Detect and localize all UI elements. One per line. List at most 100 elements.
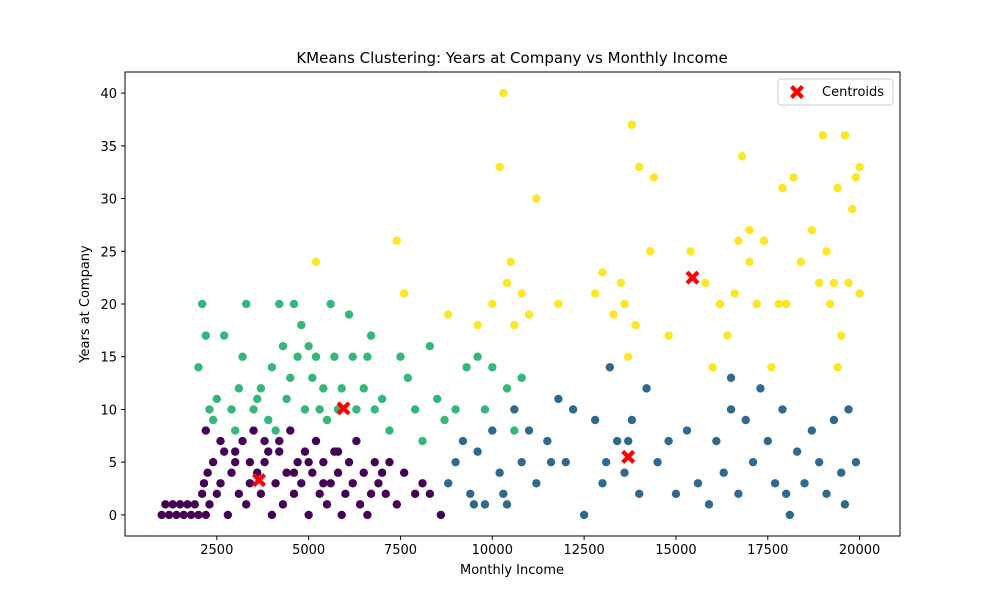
data-point-cluster-2 [480,405,490,414]
data-point-cluster-2 [197,299,207,309]
data-point-cluster-0 [308,468,317,477]
y-axis: 0 5 10 15 20 25 30 35 40 [100,87,125,524]
data-point-cluster-1 [532,479,541,488]
data-point-cluster-1 [778,405,787,414]
data-point-cluster-0 [164,510,174,520]
data-point-cluster-0 [168,500,177,509]
data-point-cluster-0 [264,447,273,456]
x-tick-label: 17500 [747,543,788,558]
data-point-cluster-1 [488,426,497,435]
data-point-cluster-3 [598,268,607,277]
data-point-cluster-0 [216,479,225,488]
data-point-cluster-3 [517,289,526,298]
data-point-cluster-0 [304,457,313,467]
data-point-cluster-0 [249,426,258,435]
data-point-cluster-0 [208,457,218,467]
data-point-cluster-2 [253,394,262,404]
data-point-cluster-3 [848,204,857,214]
data-point-cluster-3 [752,299,761,309]
data-point-cluster-3 [646,247,655,256]
data-point-cluster-1 [480,500,490,509]
data-point-cluster-0 [197,489,207,499]
data-point-cluster-2 [230,426,240,435]
data-point-cluster-0 [227,468,236,477]
data-point-cluster-0 [194,510,203,520]
data-point-cluster-0 [425,489,435,499]
data-point-cluster-1 [568,405,578,414]
data-point-cluster-1 [704,500,714,509]
data-point-cluster-0 [289,468,299,477]
data-point-cluster-2 [517,373,526,383]
data-point-cluster-0 [385,457,394,467]
data-point-cluster-1 [598,479,607,488]
data-point-cluster-1 [664,436,673,446]
data-point-cluster-0 [377,468,387,477]
data-point-cluster-2 [451,405,460,414]
data-point-cluster-0 [275,447,284,456]
data-point-cluster-2 [462,363,471,372]
data-point-cluster-1 [682,426,692,435]
data-point-cluster-3 [502,278,512,288]
data-point-cluster-1 [561,457,570,467]
data-point-cluster-2 [201,331,211,340]
data-point-cluster-2 [359,384,368,393]
data-point-cluster-0 [245,479,255,488]
data-point-cluster-1 [693,479,703,488]
y-tick-label: 25 [100,245,117,260]
data-point-cluster-2 [205,405,214,414]
data-point-cluster-2 [297,320,306,330]
data-point-cluster-0 [293,457,302,467]
data-point-cluster-3 [444,310,453,319]
data-point-cluster-1 [770,479,780,488]
data-point-cluster-0 [418,479,427,488]
data-point-cluster-2 [315,405,324,414]
data-point-cluster-1 [653,457,662,467]
data-point-cluster-0 [352,436,361,446]
data-point-cluster-0 [322,500,332,509]
data-point-cluster-1 [800,479,809,488]
y-tick-label: 10 [100,403,117,418]
data-point-cluster-1 [763,436,772,446]
data-point-cluster-2 [433,394,442,404]
data-point-cluster-1 [543,436,552,446]
data-point-cluster-2 [208,415,218,425]
data-point-cluster-2 [488,363,497,372]
x-tick-label: 5000 [292,543,325,558]
legend-box [777,78,894,106]
data-point-cluster-0 [278,500,288,509]
x-tick-label: 10000 [472,543,513,558]
data-point-cluster-0 [183,500,192,509]
legend-label-centroids: Centroids [822,85,884,100]
data-point-cluster-2 [502,384,512,393]
y-tick-label: 15 [100,351,117,366]
data-point-cluster-0 [326,479,335,488]
data-point-cluster-3 [686,247,695,256]
data-point-cluster-1 [822,489,831,499]
data-point-cluster-1 [734,489,743,499]
data-point-cluster-2 [267,363,277,372]
data-point-cluster-3 [506,257,515,267]
data-point-cluster-0 [216,436,225,446]
data-point-cluster-1 [781,489,791,499]
data-point-cluster-2 [194,363,203,372]
data-point-cluster-2 [271,426,280,435]
data-point-cluster-2 [300,405,310,414]
y-tick-label: 35 [100,140,117,155]
data-point-cluster-3 [473,320,482,330]
data-point-cluster-2 [249,405,258,414]
data-point-cluster-3 [392,236,402,245]
data-point-cluster-1 [590,415,600,425]
data-point-cluster-1 [605,363,615,372]
data-point-cluster-0 [363,510,372,520]
data-point-cluster-0 [212,489,222,499]
data-point-cluster-1 [546,457,556,467]
data-point-cluster-1 [844,405,853,414]
y-tick-label: 40 [100,87,117,102]
x-tick-label: 7500 [384,543,417,558]
data-point-cluster-3 [737,152,747,161]
data-point-cluster-0 [297,479,306,488]
data-point-cluster-2 [275,299,284,309]
data-point-cluster-1 [524,426,534,435]
data-point-cluster-3 [833,183,842,193]
